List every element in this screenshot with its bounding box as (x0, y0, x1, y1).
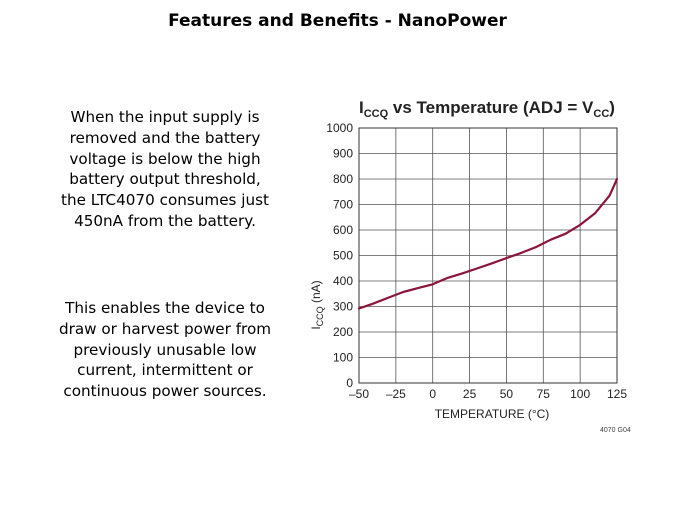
x-tick-label: 25 (463, 387, 477, 401)
figure-code: 4070 G04 (600, 427, 631, 434)
y-tick-label: 600 (333, 223, 353, 237)
y-tick-label: 0 (346, 376, 353, 390)
slide-title: Features and Benefits - NanoPower (168, 11, 507, 31)
x-tick-label: 50 (500, 387, 514, 401)
text-line: voltage is below the high (69, 149, 261, 168)
text-line: current, intermittent or (77, 361, 253, 380)
text-line: When the input supply is (70, 108, 260, 126)
iccq-temperature-chart: ICCQ vs Temperature (ADJ = VCC) –50 –25 0 2… (309, 98, 631, 434)
plot-frame (358, 127, 618, 384)
nanopower-description: When the input supply is removed and the… (30, 107, 300, 232)
harvest-power-description: This enables the device to draw or harve… (30, 298, 300, 402)
y-tick-label: 200 (333, 325, 353, 339)
text-line: This enables the device to (65, 299, 265, 317)
chart-grid (358, 127, 618, 384)
iccq-series-line (357, 177, 619, 310)
y-tick-label: 400 (333, 274, 353, 288)
x-tick-label: 100 (570, 387, 590, 401)
text-line: battery output threshold, (69, 170, 261, 189)
y-tick-label: 900 (333, 147, 353, 161)
x-tick-label: 75 (537, 387, 551, 401)
x-tick-label: –50 (349, 387, 369, 401)
y-tick-label: 300 (333, 300, 353, 314)
axis-ticks: –50 –25 0 25 50 75 100 125 0 100 200 300 400 500 600 70… (326, 121, 627, 401)
text-line: continuous power sources. (63, 382, 267, 401)
x-tick-label: 125 (607, 387, 627, 401)
text-line: the LTC4070 consumes just (61, 191, 269, 210)
text-line: 450nA from the battery. (74, 211, 256, 230)
y-tick-label: 500 (333, 249, 353, 263)
text-line: removed and the battery (69, 128, 261, 147)
text-line: draw or harvest power from (58, 319, 272, 338)
chart-title: ICCQ vs Temperature (ADJ = VCC) (359, 98, 615, 120)
y-tick-label: 1000 (326, 121, 353, 135)
y-tick-label: 700 (333, 198, 353, 212)
y-tick-label: 100 (333, 351, 353, 365)
text-line: previously unusable low (73, 340, 257, 359)
y-tick-label: 800 (333, 172, 353, 186)
y-axis-label: ICCQ (nA) (309, 280, 325, 329)
x-tick-label: 0 (429, 387, 436, 401)
x-tick-label: –25 (386, 387, 406, 401)
x-axis-label: TEMPERATURE (°C) (435, 407, 550, 421)
